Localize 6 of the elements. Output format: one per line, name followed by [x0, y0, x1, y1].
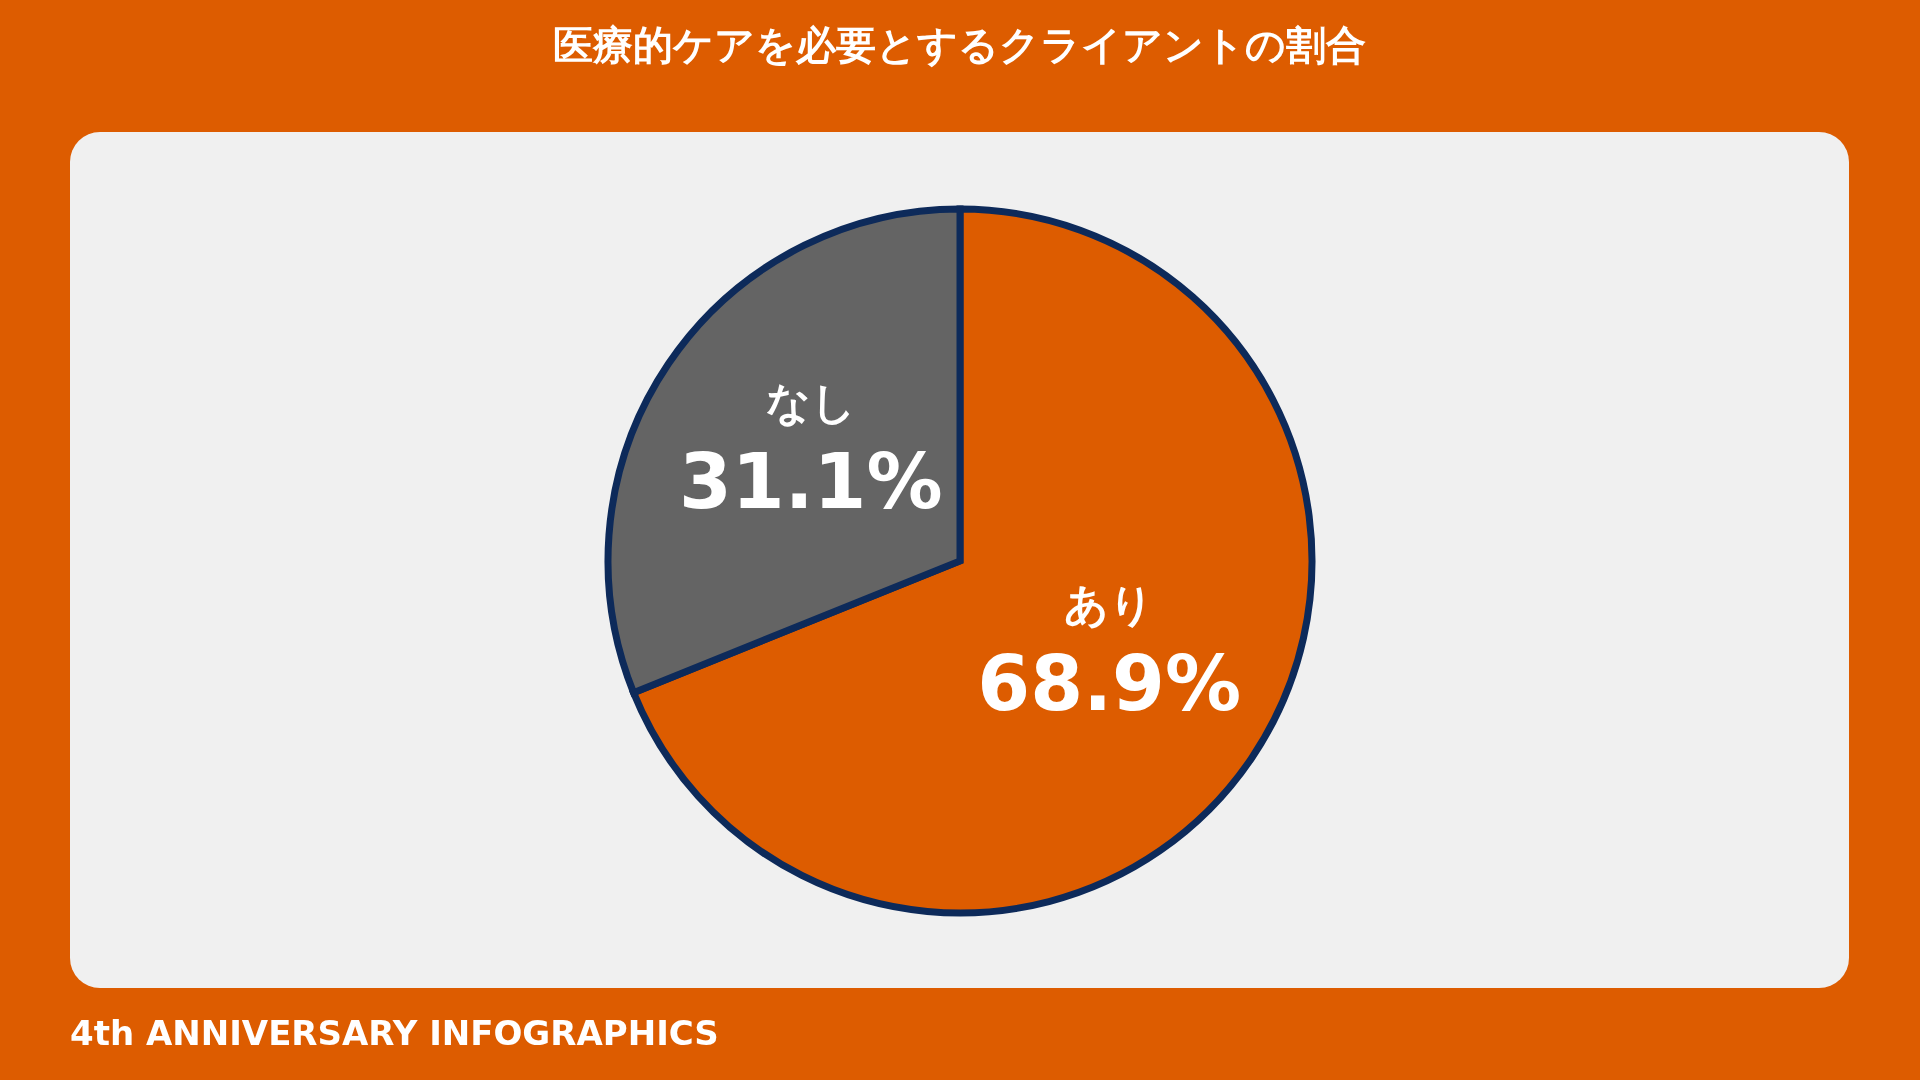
data-label: 31.1%	[678, 437, 943, 527]
slice-label: あり	[1064, 578, 1155, 630]
data-label: 68.9%	[977, 638, 1242, 728]
slice-label: なし	[765, 377, 856, 429]
chart-title: 医療的ケアを必要とするクライアントの割合	[553, 21, 1366, 68]
text: 4th ANNIVERSARY INFOGRAPHICS	[70, 1013, 719, 1053]
